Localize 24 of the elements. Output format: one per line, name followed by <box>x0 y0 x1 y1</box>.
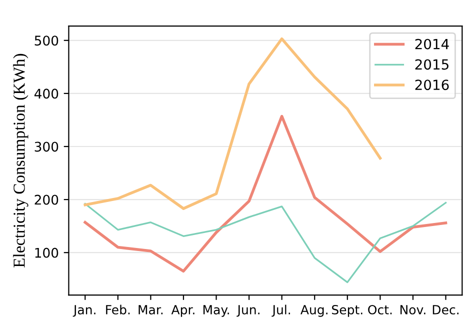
x-tick-label: Mar. <box>138 305 163 314</box>
x-tick-label: Feb. <box>106 304 130 314</box>
x-tick-label: Jan. <box>72 305 96 317</box>
y-tick-label: 100 <box>35 248 58 258</box>
y-tick-label: 500 <box>34 36 58 46</box>
x-tick-label: Sept. <box>332 304 362 317</box>
x-tick-label: Aug. <box>300 305 328 317</box>
x-tick-label: May. <box>203 305 229 317</box>
y-axis-title: Electricity Consumption (KWh) <box>13 54 28 268</box>
x-tick-label: Dec. <box>432 305 458 314</box>
x-tick-label: Apr. <box>171 305 194 317</box>
y-tick-label: 400 <box>34 88 58 99</box>
line-series <box>84 202 447 284</box>
legend-label: 2015 <box>415 59 448 70</box>
legend-label: 2016 <box>415 80 449 90</box>
legend-label: 2014 <box>415 38 449 50</box>
x-tick-label: Nov. <box>400 305 426 314</box>
x-tick-label: Jun. <box>236 305 260 317</box>
line-series <box>84 37 382 210</box>
y-tick-label: 200 <box>34 194 58 205</box>
line-series <box>84 114 448 273</box>
y-tick-label: 300 <box>34 142 58 152</box>
x-tick-label: Jul. <box>272 304 290 317</box>
x-tick-label: Oct. <box>368 304 392 314</box>
